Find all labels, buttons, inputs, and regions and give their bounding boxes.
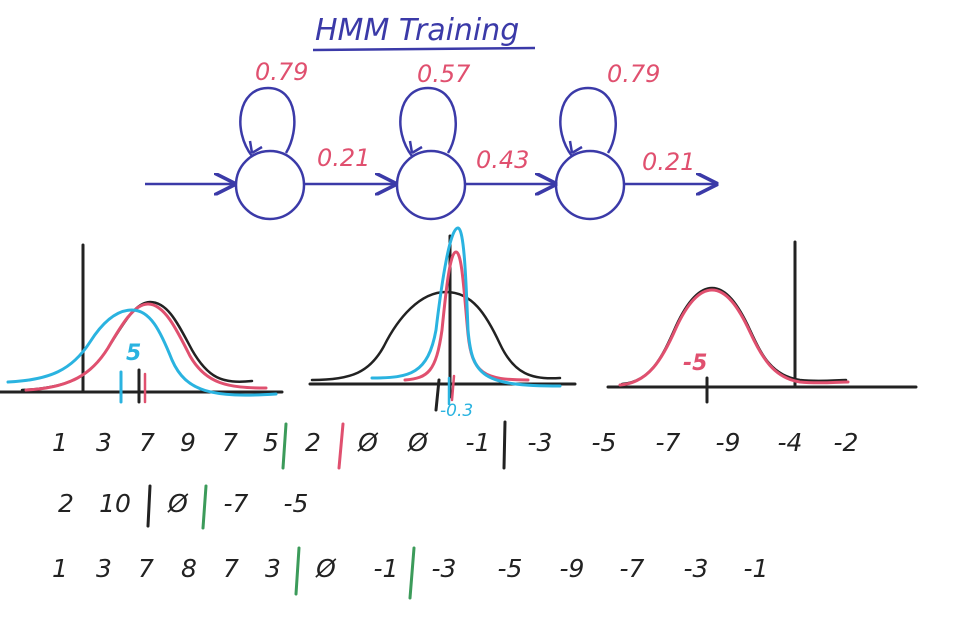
title-underline	[312, 46, 536, 52]
sequence-1-boundary	[337, 422, 345, 470]
plot-3-red-curve	[618, 288, 850, 387]
self-loop-1	[239, 86, 296, 157]
transition-prob-3-exit: 0.21	[642, 148, 695, 176]
sequence-1-token: 7	[222, 428, 238, 457]
sequence-2-boundary	[146, 484, 152, 528]
sequence-3-token: -5	[498, 554, 523, 583]
gaussian-plot-state-3	[606, 240, 918, 404]
state-2-node	[395, 149, 467, 221]
sequence-1-token: -3	[528, 428, 553, 457]
plot-1-red-curve	[24, 302, 268, 392]
sequence-1-token: -9	[716, 428, 741, 457]
sequence-1-boundary	[502, 420, 507, 470]
self-loop-3	[559, 86, 617, 157]
sequence-1-token: 3	[96, 428, 112, 457]
sequence-1-token: 9	[180, 428, 196, 457]
sequence-1-token: 2	[305, 428, 321, 457]
sequence-3-token: 7	[223, 554, 239, 583]
sequence-2: 2 10 Ø -7 -5	[58, 484, 309, 530]
sequence-1-token: -1	[466, 428, 491, 457]
sequence-1-token: -5	[592, 428, 617, 457]
sequence-1-boundary	[281, 422, 288, 470]
sequence-3: 1 3 7 8 7 3 Ø -1 -3 -5 -9 -7 -3 -1	[52, 546, 769, 600]
sequence-1-token: -2	[834, 428, 859, 457]
sequence-1: 1 3 7 9 7 5 2 Ø Ø -1 -3 -5 -7 -9 -4 -2	[52, 420, 859, 470]
sequence-3-boundary	[408, 546, 416, 600]
self-loop-prob-1: 0.79	[255, 58, 308, 86]
sequence-2-token: 10	[99, 489, 131, 518]
sequence-3-token: -3	[432, 554, 457, 583]
sequence-3-boundary	[294, 546, 301, 596]
sequence-1-token: 5	[263, 428, 279, 457]
sequence-3-token: -7	[620, 554, 645, 583]
transition-prob-1-2: 0.21	[317, 144, 370, 172]
plot-1-mean-label: 5	[126, 341, 141, 366]
sequence-3-token: -9	[560, 554, 585, 583]
sequence-3-token: 3	[96, 554, 112, 583]
sequence-2-boundary	[201, 484, 208, 530]
self-loop-prob-2: 0.57	[417, 60, 471, 88]
sequence-2-token: 2	[58, 489, 74, 518]
transition-prob-2-3: 0.43	[476, 146, 529, 174]
sequence-3-token: -3	[684, 554, 709, 583]
sequence-1-token: 1	[52, 428, 68, 457]
self-loop-prob-3: 0.79	[607, 60, 660, 88]
sequence-2-token: -7	[224, 489, 249, 518]
sequence-3-token: 3	[265, 554, 281, 583]
sequence-1-token: -7	[656, 428, 681, 457]
sequence-1-token: 7	[139, 428, 155, 457]
sequence-2-token: Ø	[167, 489, 189, 518]
plot-2-black-tick	[434, 378, 441, 412]
plot-3-mean-label: -5	[683, 351, 707, 376]
sequence-3-token: 8	[181, 554, 197, 583]
sequence-1-token: Ø	[407, 428, 429, 457]
sequence-1-token: -4	[778, 428, 803, 457]
sequence-3-token: -1	[744, 554, 769, 583]
state-3-node	[554, 149, 626, 221]
plot-2-red-tick	[450, 374, 456, 402]
sequence-3-token: 1	[52, 554, 68, 583]
plot-1-cyan-curve	[6, 308, 278, 397]
gaussian-plot-state-2	[308, 226, 577, 412]
sequence-3-token: Ø	[315, 554, 337, 583]
plot-2-cyan-curve	[370, 226, 562, 388]
sequence-1-token: Ø	[357, 428, 379, 457]
state-chain	[145, 86, 716, 221]
sequence-3-token: -1	[374, 554, 399, 583]
observation-sequences: 1 3 7 9 7 5 2 Ø Ø -1 -3 -5 -7 -9 -4 -2 2…	[52, 420, 859, 600]
self-loop-2	[399, 86, 457, 157]
gaussian-plot-state-1	[0, 243, 284, 404]
sequence-3-token: 7	[138, 554, 154, 583]
diagram-title: HMM Training	[315, 13, 519, 48]
sequence-2-token: -5	[284, 489, 309, 518]
state-1-node	[234, 149, 306, 221]
plot-2-mean-label: -0.3	[440, 401, 473, 421]
